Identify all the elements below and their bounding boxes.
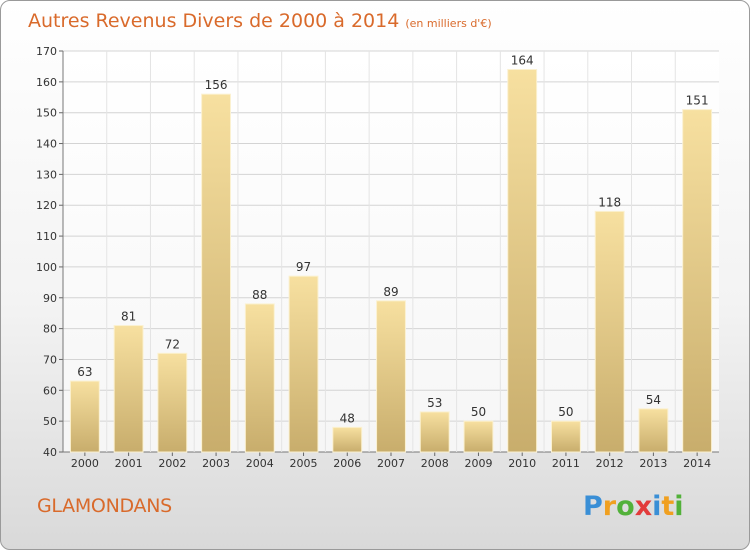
y-tick-label: 150: [36, 107, 57, 120]
bar-2014: [682, 109, 713, 453]
data-label-2010: 164: [511, 54, 534, 68]
y-tick-label: 70: [43, 353, 57, 366]
y-tick-label: 60: [43, 384, 57, 397]
y-tick-label: 110: [36, 230, 57, 243]
chart-title-text: Autres Revenus Divers de 2000 à 2014: [28, 10, 400, 32]
y-tick-label: 140: [36, 138, 57, 151]
data-label-2011: 50: [558, 405, 573, 419]
logo-letter: x: [634, 491, 653, 522]
x-tick-label-2005: 2005: [290, 457, 318, 470]
x-tick-label-2014: 2014: [683, 457, 711, 470]
logo-letter: i: [674, 491, 684, 522]
x-tick-label-2013: 2013: [639, 457, 667, 470]
data-label-2003: 156: [205, 78, 228, 92]
logo-letter: t: [661, 491, 675, 522]
data-label-2001: 81: [121, 310, 136, 324]
x-tick-label-2001: 2001: [115, 457, 143, 470]
commune-name: GLAMONDANS: [37, 495, 172, 517]
x-tick-label-2010: 2010: [508, 457, 536, 470]
y-tick-label: 170: [36, 45, 57, 58]
bar-2006: [332, 426, 363, 453]
bar-2005: [288, 275, 319, 453]
x-tick-label-2011: 2011: [552, 457, 580, 470]
x-tick-label-2006: 2006: [333, 457, 361, 470]
x-tick-label-2004: 2004: [246, 457, 274, 470]
data-label-2009: 50: [471, 405, 486, 419]
data-label-2008: 53: [427, 396, 442, 410]
bar-2001: [113, 325, 144, 453]
data-label-2004: 88: [252, 288, 267, 302]
data-label-2012: 118: [598, 195, 621, 209]
bar-2013: [638, 408, 669, 453]
y-tick-label: 50: [43, 415, 57, 428]
data-label-2006: 48: [340, 411, 355, 425]
bar-2010: [507, 69, 538, 453]
y-tick-label: 80: [43, 323, 57, 336]
x-tick-label-2009: 2009: [464, 457, 492, 470]
y-tick-label: 160: [36, 76, 57, 89]
bar-2012: [594, 210, 625, 453]
x-tick-label-2000: 2000: [71, 457, 99, 470]
data-label-2013: 54: [646, 393, 661, 407]
bar-2008: [419, 411, 450, 453]
y-tick-label: 120: [36, 199, 57, 212]
data-label-2007: 89: [383, 285, 398, 299]
x-tick-label-2002: 2002: [158, 457, 186, 470]
logo-letter: i: [652, 491, 662, 522]
bar-2011: [551, 420, 581, 453]
bar-2003: [201, 93, 231, 453]
x-tick-label-2012: 2012: [596, 457, 624, 470]
y-tick-label: 40: [43, 446, 57, 459]
y-tick-label: 90: [43, 292, 57, 305]
bar-2002: [157, 352, 188, 453]
x-tick-label-2007: 2007: [377, 457, 405, 470]
x-tick-label-2003: 2003: [202, 457, 230, 470]
y-tick-label: 100: [36, 261, 57, 274]
y-tick-label: 130: [36, 168, 57, 181]
labels: 40 50 60 70 80 90 100 110 120 130 140 150 160 170 63 20…: [36, 45, 711, 470]
chart-title: Autres Revenus Divers de 2000 à 2014 (en …: [28, 10, 492, 32]
data-label-2014: 151: [686, 94, 709, 108]
bar-2007: [376, 300, 406, 453]
proxiti-logo: Proxiti: [583, 491, 684, 522]
logo-letter: o: [616, 491, 635, 522]
data-label-2000: 63: [77, 365, 92, 379]
logo-letter: P: [583, 491, 603, 522]
bar-2000: [69, 380, 100, 453]
chart-subtitle: (en milliers d'€): [405, 17, 492, 30]
data-label-2002: 72: [165, 337, 180, 351]
bars: [69, 69, 713, 453]
x-tick-label-2008: 2008: [421, 457, 449, 470]
bar-2009: [463, 420, 494, 453]
data-label-2005: 97: [296, 260, 311, 274]
bar-2004: [244, 303, 275, 453]
logo-letter: r: [602, 491, 617, 522]
